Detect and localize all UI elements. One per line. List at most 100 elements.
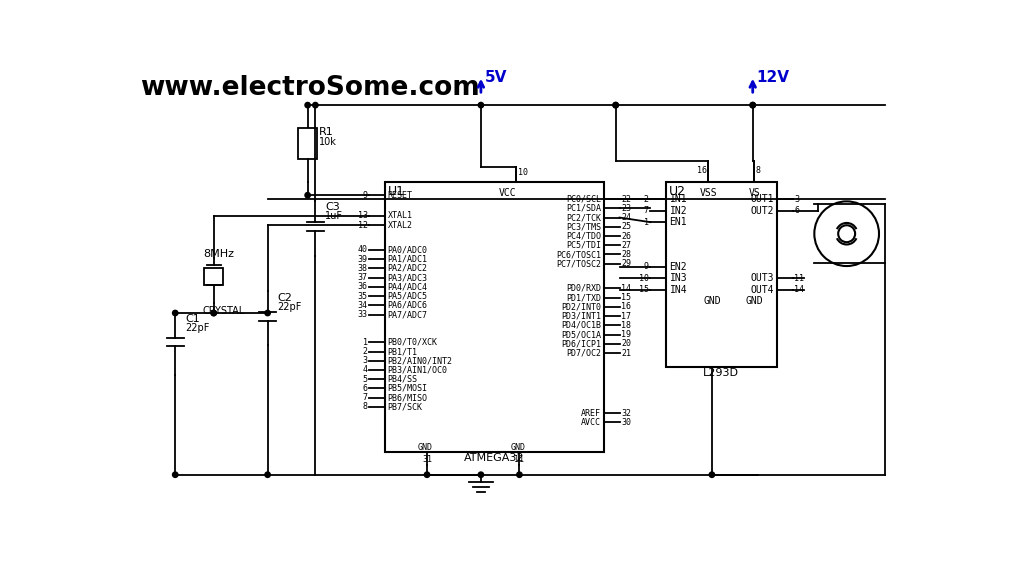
Text: 1: 1 xyxy=(362,338,368,347)
Circle shape xyxy=(478,472,483,478)
Circle shape xyxy=(750,102,756,108)
Circle shape xyxy=(265,472,270,478)
Text: 1: 1 xyxy=(644,218,649,227)
Text: 22pF: 22pF xyxy=(278,302,302,312)
Text: 15: 15 xyxy=(639,285,649,294)
Text: PA2/ADC2: PA2/ADC2 xyxy=(388,264,428,273)
Text: 38: 38 xyxy=(357,264,368,273)
Text: 32: 32 xyxy=(621,408,631,417)
Text: VSS: VSS xyxy=(699,188,717,198)
Text: 16: 16 xyxy=(621,302,631,311)
Text: PD4/OC1B: PD4/OC1B xyxy=(561,321,601,330)
Text: 12V: 12V xyxy=(757,70,790,85)
Text: 5V: 5V xyxy=(484,70,507,85)
Text: PC7/TOSC2: PC7/TOSC2 xyxy=(556,259,601,268)
Text: 39: 39 xyxy=(357,254,368,264)
Text: AREF: AREF xyxy=(581,408,601,417)
Text: PD0/RXD: PD0/RXD xyxy=(566,284,601,293)
Text: 40: 40 xyxy=(357,245,368,254)
Circle shape xyxy=(613,102,618,108)
Text: U1: U1 xyxy=(388,185,404,198)
Text: PA0/ADC0: PA0/ADC0 xyxy=(388,245,428,254)
Text: IN1: IN1 xyxy=(670,194,687,204)
Text: PA3/ADC3: PA3/ADC3 xyxy=(388,273,428,282)
Text: 4: 4 xyxy=(362,365,368,374)
Bar xyxy=(666,182,777,367)
Text: ATMEGA32: ATMEGA32 xyxy=(464,453,524,463)
Text: PA6/ADC6: PA6/ADC6 xyxy=(388,301,428,310)
Bar xyxy=(298,128,316,159)
Text: 1uF: 1uF xyxy=(326,211,343,221)
Text: 14: 14 xyxy=(795,285,804,294)
Text: PD6/ICP1: PD6/ICP1 xyxy=(561,339,601,348)
Text: PD5/OC1A: PD5/OC1A xyxy=(561,330,601,339)
Text: 7: 7 xyxy=(644,206,649,215)
Text: 30: 30 xyxy=(621,418,631,427)
Text: 28: 28 xyxy=(621,250,631,259)
Circle shape xyxy=(305,193,310,198)
Text: 13: 13 xyxy=(357,211,368,220)
Text: 19: 19 xyxy=(621,330,631,339)
Text: GND: GND xyxy=(745,296,763,307)
Text: 3: 3 xyxy=(795,195,800,203)
Text: PC6/TOSC1: PC6/TOSC1 xyxy=(556,250,601,259)
Text: PB1/T1: PB1/T1 xyxy=(388,347,418,356)
Text: 8: 8 xyxy=(362,403,368,411)
Text: PA5/ADC5: PA5/ADC5 xyxy=(388,291,428,300)
Circle shape xyxy=(265,310,270,316)
Text: IN4: IN4 xyxy=(670,285,687,295)
Text: 25: 25 xyxy=(621,222,631,231)
Text: 31: 31 xyxy=(422,455,432,464)
Text: 9: 9 xyxy=(644,262,649,272)
Text: VCC: VCC xyxy=(499,188,517,198)
Circle shape xyxy=(517,472,522,478)
Text: www.electroSome.com: www.electroSome.com xyxy=(140,75,479,101)
Text: 5: 5 xyxy=(362,375,368,384)
Text: 22pF: 22pF xyxy=(185,323,210,333)
Text: 35: 35 xyxy=(357,291,368,300)
Bar xyxy=(385,182,604,452)
Text: 33: 33 xyxy=(357,310,368,319)
Text: PB0/T0/XCK: PB0/T0/XCK xyxy=(388,338,437,347)
Text: 37: 37 xyxy=(357,273,368,282)
Text: 29: 29 xyxy=(621,259,631,268)
Text: 22: 22 xyxy=(621,195,631,203)
Bar xyxy=(205,268,223,285)
Circle shape xyxy=(312,102,318,108)
Text: 21: 21 xyxy=(621,349,631,358)
Text: 18: 18 xyxy=(621,321,631,330)
Text: PB7/SCK: PB7/SCK xyxy=(388,403,423,411)
Text: 16: 16 xyxy=(696,166,707,175)
Text: 6: 6 xyxy=(362,384,368,393)
Text: OUT2: OUT2 xyxy=(750,206,773,216)
Text: PB3/AIN1/OC0: PB3/AIN1/OC0 xyxy=(388,365,447,374)
Text: PB6/MISO: PB6/MISO xyxy=(388,393,428,402)
Text: 8MHz: 8MHz xyxy=(203,249,233,259)
Text: PC0/SCL: PC0/SCL xyxy=(566,195,601,203)
Text: 10: 10 xyxy=(518,168,527,177)
Text: 3: 3 xyxy=(362,356,368,365)
Text: GND: GND xyxy=(703,296,721,307)
Text: PB2/AIN0/INT2: PB2/AIN0/INT2 xyxy=(388,356,453,365)
Text: OUT1: OUT1 xyxy=(750,194,773,204)
Text: PA7/ADC7: PA7/ADC7 xyxy=(388,310,428,319)
Circle shape xyxy=(211,310,216,316)
Circle shape xyxy=(613,102,618,108)
Text: PD7/OC2: PD7/OC2 xyxy=(566,349,601,358)
Text: PB5/MOSI: PB5/MOSI xyxy=(388,384,428,393)
Circle shape xyxy=(424,472,430,478)
Text: 12: 12 xyxy=(357,221,368,229)
Text: R1: R1 xyxy=(319,127,334,137)
Text: 24: 24 xyxy=(621,213,631,222)
Circle shape xyxy=(172,472,178,478)
Text: PD3/INT1: PD3/INT1 xyxy=(561,312,601,320)
Circle shape xyxy=(211,310,216,316)
Text: PA4/ADC4: PA4/ADC4 xyxy=(388,282,428,291)
Text: PD2/INT0: PD2/INT0 xyxy=(561,302,601,311)
Text: PA1/ADC1: PA1/ADC1 xyxy=(388,254,428,264)
Circle shape xyxy=(172,310,178,316)
Text: XTAL1: XTAL1 xyxy=(388,211,413,220)
Text: AVCC: AVCC xyxy=(581,418,601,427)
Circle shape xyxy=(710,472,715,478)
Text: C1: C1 xyxy=(185,314,200,324)
